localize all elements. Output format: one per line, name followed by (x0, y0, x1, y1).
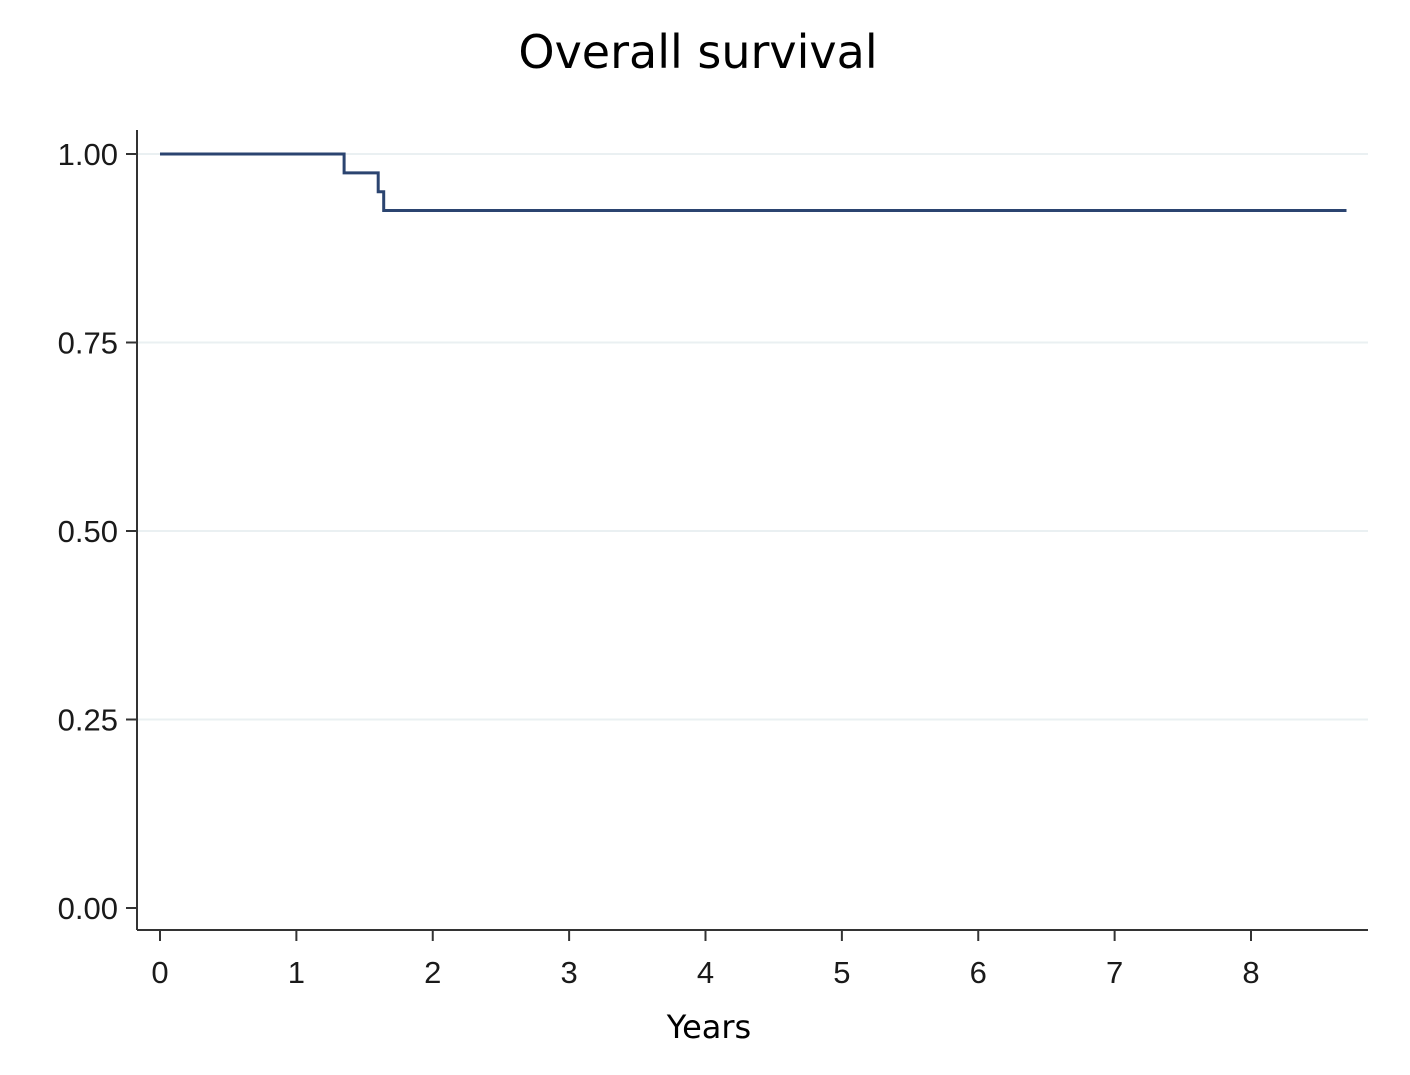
y-tick-label-1: 0.25 (58, 703, 118, 738)
x-tick-label-6: 6 (970, 955, 987, 990)
x-tick-label-7: 7 (1106, 955, 1123, 990)
chart-title: Overall survival (518, 25, 877, 79)
tick-marks: 0.00 0.25 0.50 0.75 1.00 0 1 2 3 4 5 6 7 8 (58, 137, 1260, 990)
y-tick-label-4: 1.00 (58, 137, 118, 172)
x-axis-title: Years (666, 1008, 751, 1046)
y-tick-label-0: 0.00 (58, 891, 118, 926)
grid-lines (137, 153, 1368, 721)
series-layer (160, 152, 1347, 212)
x-tick-label-0: 0 (151, 955, 168, 990)
x-tick-label-8: 8 (1242, 955, 1259, 990)
x-tick-label-3: 3 (561, 955, 578, 990)
y-tick-label-3: 0.75 (58, 326, 118, 361)
x-tick-label-4: 4 (697, 955, 714, 990)
y-tick-label-2: 0.50 (58, 514, 118, 549)
x-tick-label-2: 2 (424, 955, 441, 990)
x-tick-label-5: 5 (833, 955, 850, 990)
x-tick-label-1: 1 (288, 955, 305, 990)
survival-curve-0 (160, 152, 1347, 212)
